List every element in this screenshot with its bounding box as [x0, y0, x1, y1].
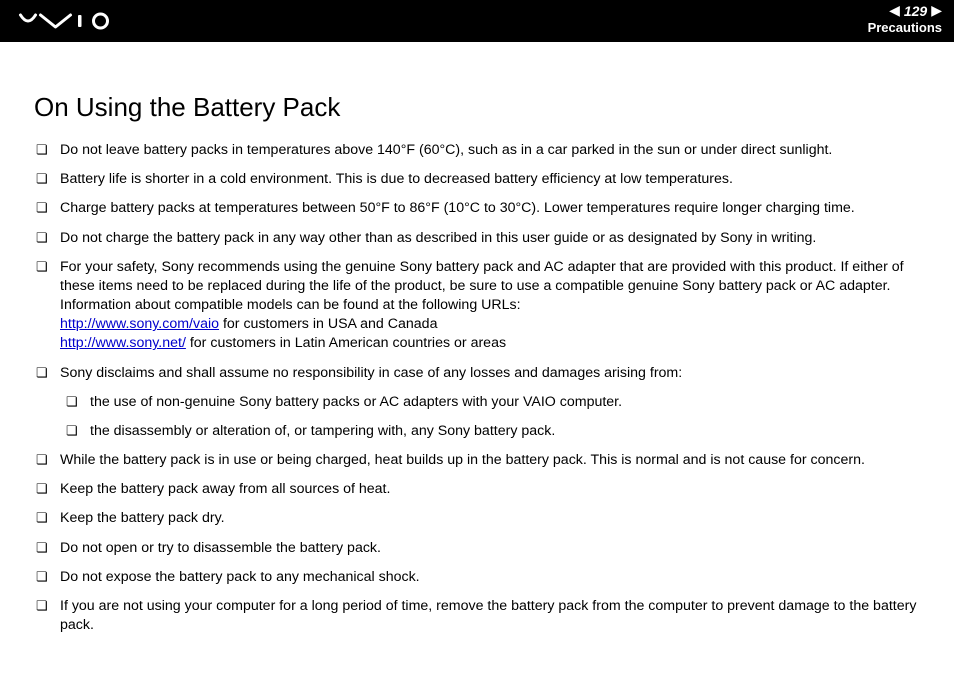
sub-list: the use of non-genuine Sony battery pack… — [64, 393, 920, 441]
list-item: Do not open or try to disassemble the ba… — [34, 539, 920, 558]
list-item: Do not leave battery packs in temperatur… — [34, 141, 920, 160]
list-item-text: Sony disclaims and shall assume no respo… — [60, 365, 682, 381]
list-item: If you are not using your computer for a… — [34, 597, 920, 635]
page-number: 129 — [904, 3, 927, 19]
page-number-row: ◀ 129 ▶ — [889, 2, 942, 19]
list-item: While the battery pack is in use or bein… — [34, 451, 920, 470]
link-sony-net[interactable]: http://www.sony.net/ — [60, 335, 186, 351]
link-after-text: for customers in Latin American countrie… — [186, 335, 506, 351]
list-item-text: For your safety, Sony recommends using t… — [60, 259, 904, 313]
link-sony-vaio[interactable]: http://www.sony.com/vaio — [60, 316, 219, 332]
vaio-logo — [18, 0, 128, 42]
sub-list-item: the disassembly or alteration of, or tam… — [64, 422, 920, 441]
list-item: Charge battery packs at temperatures bet… — [34, 199, 920, 218]
header-bar: ◀ 129 ▶ Precautions — [0, 0, 954, 42]
list-item: Battery life is shorter in a cold enviro… — [34, 170, 920, 189]
list-item: For your safety, Sony recommends using t… — [34, 258, 920, 354]
page-title: On Using the Battery Pack — [34, 92, 920, 123]
list-item: Do not expose the battery pack to any me… — [34, 568, 920, 587]
list-item: Keep the battery pack dry. — [34, 509, 920, 528]
content-area: On Using the Battery Pack Do not leave b… — [0, 42, 954, 635]
next-arrow-icon[interactable]: ▶ — [931, 2, 942, 19]
prev-arrow-icon[interactable]: ◀ — [889, 2, 900, 19]
list-item: Do not charge the battery pack in any wa… — [34, 229, 920, 248]
list-item: Keep the battery pack away from all sour… — [34, 480, 920, 499]
link-after-text: for customers in USA and Canada — [219, 316, 437, 332]
header-right: ◀ 129 ▶ Precautions — [868, 0, 942, 35]
section-label: Precautions — [868, 20, 942, 35]
sub-list-item: the use of non-genuine Sony battery pack… — [64, 393, 920, 412]
precautions-list: Do not leave battery packs in temperatur… — [34, 141, 920, 635]
list-item: Sony disclaims and shall assume no respo… — [34, 364, 920, 442]
